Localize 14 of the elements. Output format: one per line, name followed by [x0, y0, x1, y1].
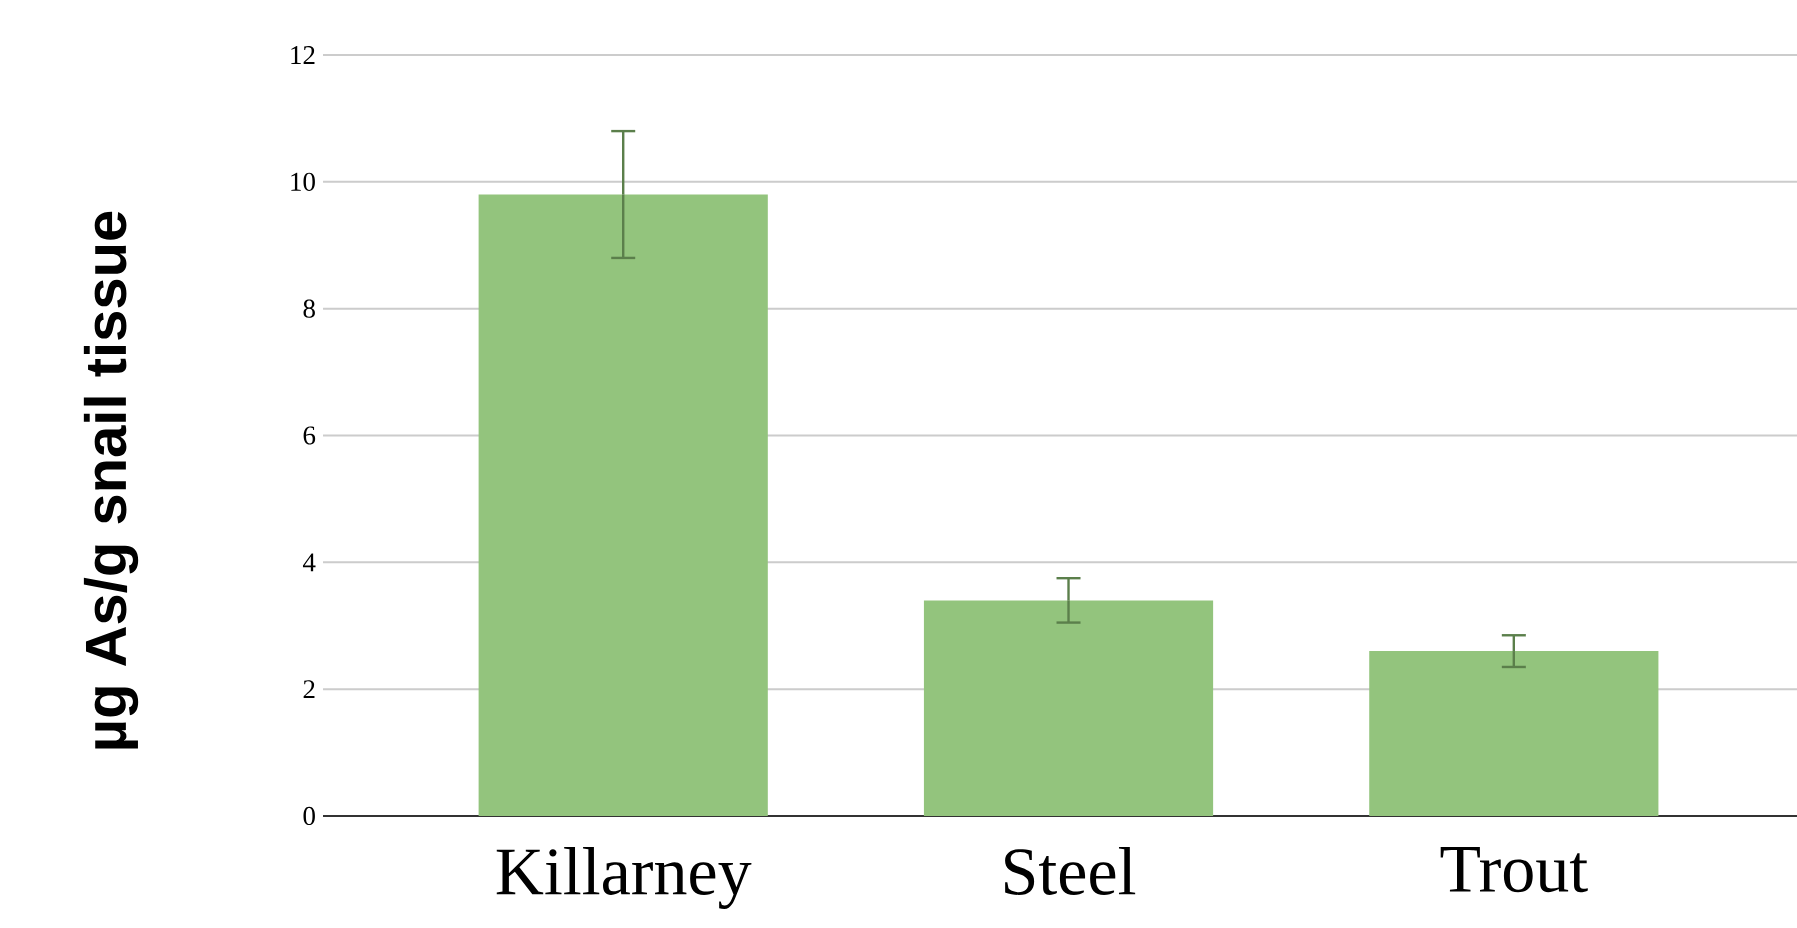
y-tick-label: 2 — [303, 680, 315, 699]
bar — [1369, 651, 1659, 816]
y-axis-title: µg As/g snail tissue — [83, 211, 139, 749]
bar — [478, 194, 768, 816]
y-tick-label: 4 — [302, 553, 316, 572]
y-tick-label: 8 — [303, 299, 315, 318]
y-tick-label: 6 — [303, 426, 316, 445]
y-tick-label: 12 — [291, 46, 315, 64]
x-tick-label: Trout — [1440, 847, 1588, 893]
y-tick-label: 10 — [291, 172, 315, 191]
bar — [923, 600, 1214, 816]
x-tick-label: Killarney — [496, 847, 752, 909]
x-tick-label: Steel — [1005, 847, 1136, 895]
y-tick-label: 0 — [303, 806, 315, 826]
